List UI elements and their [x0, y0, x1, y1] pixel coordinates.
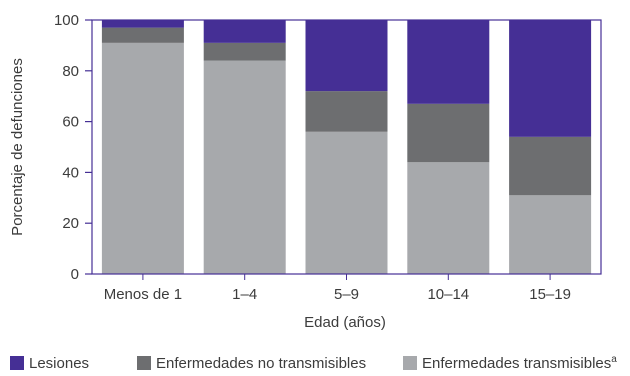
y-axis: 0 20 40 60 80 100	[54, 12, 92, 283]
bar-segment-2-cat-1	[101, 27, 184, 43]
x-tick-label: 1–4	[232, 286, 257, 303]
y-tick-label: 60	[62, 114, 79, 131]
legend-label: Enfermedades transmisiblesa	[422, 354, 617, 372]
legend-swatch	[403, 356, 417, 370]
bar-segment-2-cat-4	[407, 103, 490, 163]
x-tick-label: 15–19	[529, 286, 571, 303]
x-axis-title: Edad (años)	[304, 314, 386, 331]
legend-item-2: Enfermedades no transmisibles	[137, 354, 366, 372]
y-tick-label: 0	[71, 266, 79, 283]
bars-group	[101, 20, 592, 274]
legend-swatch	[10, 356, 24, 370]
legend-item-3: Enfermedades transmisiblesa	[403, 354, 617, 372]
x-tick-label: 10–14	[427, 286, 469, 303]
bar-segment-1-cat-2	[203, 60, 286, 274]
bar-segment-1-cat-1	[101, 42, 184, 274]
bar-segment-3-cat-2	[203, 20, 286, 43]
legend: Lesiones Enfermedades no transmisibles Enf…	[0, 334, 630, 374]
bar-segment-3-cat-3	[305, 20, 388, 92]
bar-segment-2-cat-3	[305, 91, 388, 132]
y-axis-title: Porcentaje de defunciones	[9, 58, 26, 236]
legend-item-1: Lesiones	[10, 354, 89, 372]
y-tick-label: 40	[62, 164, 79, 181]
legend-footnote-marker: a	[611, 354, 617, 365]
bar-segment-3-cat-1	[101, 20, 184, 28]
x-tick-label: 5–9	[334, 286, 359, 303]
y-tick-label: 20	[62, 215, 79, 232]
y-tick-label: 80	[62, 63, 79, 80]
legend-swatch	[137, 356, 151, 370]
x-axis: Menos de 1 1–4 5–9 10–14 15–19	[104, 274, 571, 303]
y-tick-label: 100	[54, 12, 79, 29]
bar-segment-3-cat-5	[509, 20, 592, 137]
bar-segment-2-cat-5	[509, 136, 592, 196]
bar-segment-1-cat-4	[407, 162, 490, 274]
bar-segment-2-cat-2	[203, 42, 286, 61]
legend-label: Enfermedades no transmisibles	[156, 354, 367, 372]
bar-segment-3-cat-4	[407, 20, 490, 104]
bar-segment-1-cat-3	[305, 131, 388, 274]
x-tick-label: Menos de 1	[104, 286, 182, 303]
legend-label: Lesiones	[29, 354, 90, 372]
bar-segment-1-cat-5	[509, 195, 592, 274]
